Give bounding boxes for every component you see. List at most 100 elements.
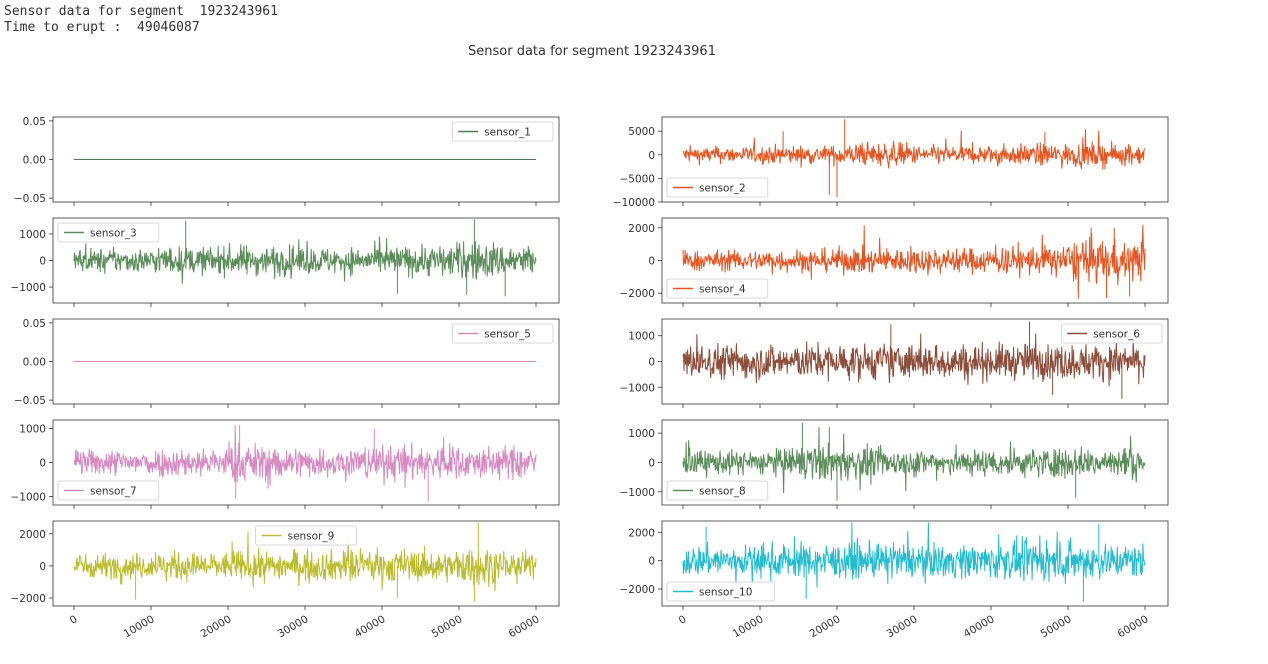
sensor_5-ytick-label: 0.00 xyxy=(23,357,46,369)
sensor_2-axes-frame xyxy=(661,116,1169,203)
sensor_10-ytick-label: −2000 xyxy=(619,584,655,596)
sensor_7-series xyxy=(73,425,537,502)
figure-title: Sensor data for segment 1923243961 xyxy=(468,44,716,59)
sensor_8-ytick-label: −1000 xyxy=(619,487,655,499)
sensor_4-ytick-label: 2000 xyxy=(628,223,655,235)
sensor_7-ytick-label: 0 xyxy=(39,458,46,470)
console-output: Sensor data for segment 1923243961 Time t… xyxy=(4,4,278,36)
legend-label: sensor_6 xyxy=(1093,329,1140,341)
sensor_8-ytick-label: 1000 xyxy=(628,428,655,440)
console-time-line: Time to erupt : 49046087 xyxy=(4,20,200,35)
sensor_6-ytick-label: 0 xyxy=(648,357,655,369)
xtick-label: 20000 xyxy=(808,613,843,640)
legend-box xyxy=(666,278,769,299)
xtick-label: 50000 xyxy=(1039,613,1074,640)
xtick-label: 20000 xyxy=(199,613,234,640)
sensor_10-ytick-label: 0 xyxy=(648,556,655,568)
sensor_2-ytick-label: 0 xyxy=(648,150,655,162)
sensor_9-legend: sensor_9 xyxy=(255,525,357,546)
sensor_1-legend: sensor_1 xyxy=(451,121,554,142)
xtick-label: 40000 xyxy=(962,613,997,640)
sensor_2-legend: sensor_2 xyxy=(666,177,769,198)
legend-label: sensor_10 xyxy=(699,587,752,599)
sensor_9-ytick-label: −2000 xyxy=(10,593,46,605)
sensor_9-axes-frame xyxy=(52,520,560,607)
sensor_5-legend: sensor_5 xyxy=(451,323,554,344)
xtick-label: 10000 xyxy=(731,613,766,640)
sensor_6-ytick-label: 1000 xyxy=(628,331,655,343)
sensor_10-series xyxy=(682,522,1146,602)
xtick-label: 30000 xyxy=(885,613,920,640)
xtick-label: 0 xyxy=(677,613,689,627)
sensor_6-ytick-label: −1000 xyxy=(619,382,655,394)
sensor_3-legend: sensor_3 xyxy=(57,222,160,243)
sensor_9-ytick-label: 2000 xyxy=(19,529,46,541)
sensor_5-ytick-label: −0.05 xyxy=(14,395,46,407)
legend-label: sensor_4 xyxy=(699,284,746,296)
sensor_6-series xyxy=(682,321,1146,399)
sensor_2-series xyxy=(682,119,1146,198)
sensor_9-panel: 20000−20000 10000 20000 30000 40000 50000 6000… xyxy=(10,520,560,640)
sensor_3-panel: 1000 0 −1000 sensor_3 xyxy=(10,217,560,307)
xtick-label: 60000 xyxy=(1116,613,1151,640)
legend-label: sensor_7 xyxy=(90,486,137,498)
sensor_7-legend: sensor_7 xyxy=(57,480,160,501)
sensor_8-legend: sensor_8 xyxy=(666,480,769,501)
legend-box xyxy=(451,323,554,344)
sensor_7-ytick-label: 1000 xyxy=(19,424,46,436)
legend-label: sensor_2 xyxy=(699,183,746,195)
sensor_3-ytick-label: 1000 xyxy=(19,229,46,241)
xtick-label: 40000 xyxy=(353,613,388,640)
sensor_3-series xyxy=(73,219,537,297)
console-segment-line: Sensor data for segment 1923243961 xyxy=(4,4,278,19)
sensor_8-series xyxy=(682,422,1146,501)
sensor_5-panel: 0.05 0.00 −0.05 sensor_5 xyxy=(14,318,560,408)
sensor_6-legend: sensor_6 xyxy=(1060,323,1163,344)
legend-label: sensor_9 xyxy=(288,531,335,543)
sensor_1-ytick-label: 0.00 xyxy=(23,155,46,167)
sensor_9-ytick-label: 0 xyxy=(39,561,46,573)
sensor_6-panel: 1000 0 −1000 sensor_6 xyxy=(619,318,1169,408)
legend-box xyxy=(255,525,357,546)
sensor_10-legend: sensor_10 xyxy=(666,581,775,602)
sensor_10-ytick-label: 2000 xyxy=(628,527,655,539)
legend-box xyxy=(57,480,160,501)
sensor_2-ytick-label: −10000 xyxy=(613,197,655,209)
legend-box xyxy=(1060,323,1163,344)
legend-label: sensor_8 xyxy=(699,486,746,498)
legend-label: sensor_1 xyxy=(484,127,531,139)
legend-box xyxy=(666,480,769,501)
sensor_5-ytick-label: 0.05 xyxy=(23,318,46,330)
legend-label: sensor_5 xyxy=(484,329,531,341)
xtick-label: 30000 xyxy=(276,613,311,640)
sensor_4-series xyxy=(682,225,1146,299)
legend-box xyxy=(57,222,160,243)
xtick-label: 50000 xyxy=(430,613,465,640)
xtick-label: 60000 xyxy=(507,613,542,640)
sensor_7-panel: 1000 0 −1000 sensor_7 xyxy=(10,419,560,509)
sensor_1-panel: 0.05 0.00 −0.05 sensor_1 xyxy=(14,116,560,206)
sensor_7-ytick-label: −1000 xyxy=(10,492,46,504)
sensor_8-panel: 1000 0 −1000 sensor_8 xyxy=(619,419,1169,509)
sensor_3-ytick-label: −1000 xyxy=(10,282,46,294)
sensor_1-ytick-label: 0.05 xyxy=(23,116,46,128)
sensor_4-ytick-label: 0 xyxy=(648,256,655,268)
sensor_4-panel: 2000 0 −2000 sensor_4 xyxy=(619,217,1169,307)
sensor_4-ytick-label: −2000 xyxy=(619,288,655,300)
sensor_8-ytick-label: 0 xyxy=(648,458,655,470)
sensor_2-panel: 5000 0 −5000 −10000 sensor_2 xyxy=(613,116,1169,209)
sensor_2-ytick-label: −5000 xyxy=(619,173,655,185)
legend-box xyxy=(666,177,769,198)
sensor_10-panel: 20000−20000 10000 20000 30000 40000 50000 6000… xyxy=(619,520,1169,640)
sensor_1-ytick-label: −0.05 xyxy=(14,193,46,205)
xtick-label: 10000 xyxy=(122,613,157,640)
legend-label: sensor_3 xyxy=(90,228,137,240)
legend-box xyxy=(666,581,775,602)
sensor_4-legend: sensor_4 xyxy=(666,278,769,299)
sensor_3-ytick-label: 0 xyxy=(39,256,46,268)
xtick-label: 0 xyxy=(68,613,80,627)
sensor_10-axes-frame xyxy=(661,520,1169,607)
sensor_2-ytick-label: 5000 xyxy=(628,126,655,138)
sensor_9-series xyxy=(73,522,537,602)
